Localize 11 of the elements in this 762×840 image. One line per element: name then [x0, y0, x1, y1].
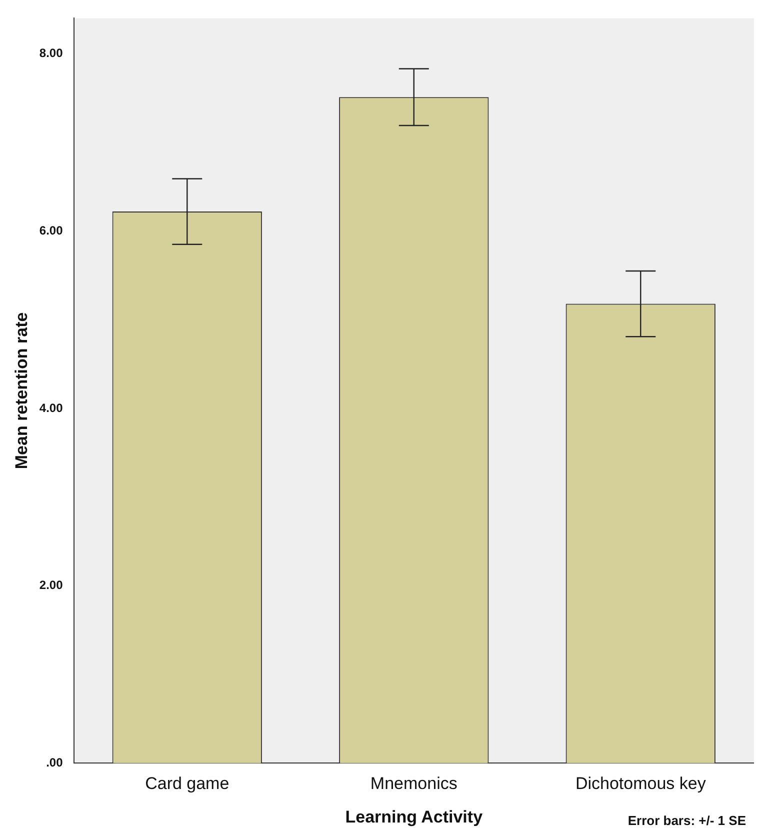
- x-tick-label: Card game: [145, 774, 230, 794]
- y-axis-title: Mean retention rate: [12, 312, 31, 470]
- x-axis-title: Learning Activity: [345, 807, 484, 826]
- y-tick-label: 8.00: [39, 46, 64, 60]
- y-tick-label: 4.00: [39, 400, 64, 415]
- y-tick-label: 6.00: [39, 223, 64, 238]
- x-tick-label: Mnemonics: [370, 774, 458, 794]
- y-tick-label: .00: [46, 756, 64, 770]
- text: Error bars: +/- 1 SE: [628, 813, 746, 828]
- x-tick-label: Dichotomous key: [575, 774, 706, 794]
- y-tick-label: 2.00: [39, 578, 64, 592]
